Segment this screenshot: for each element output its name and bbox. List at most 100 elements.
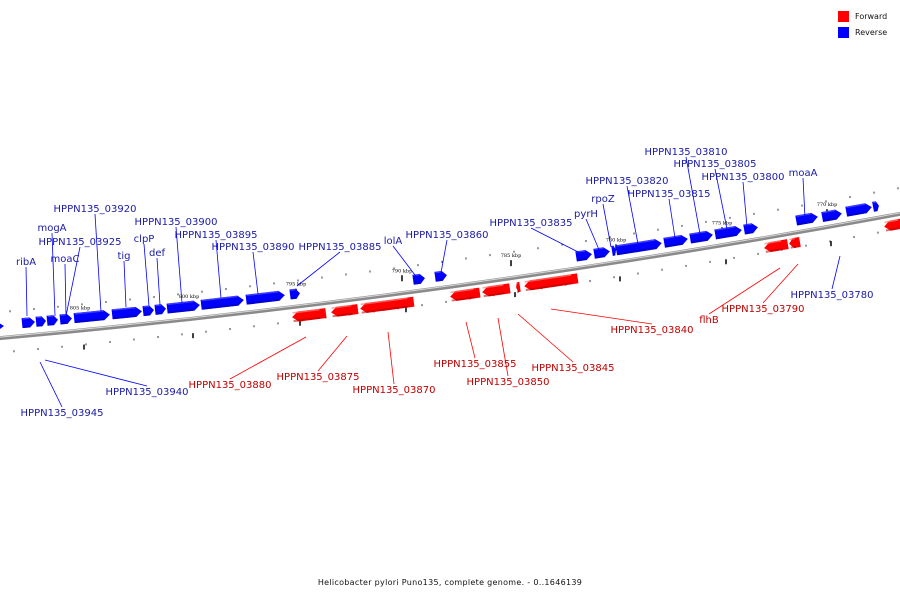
gene-label-moga: mogA [37, 223, 66, 234]
gene-edge-1-gloss [873, 201, 876, 204]
gene-label-hppn135-03945: HPPN135_03945 [21, 408, 104, 419]
gene-label-hppn135-03840: HPPN135_03840 [611, 325, 694, 336]
leader-lola [392, 245, 419, 280]
gene-hppn135-03805-gloss [715, 226, 736, 231]
gene-moaa-shade [797, 220, 813, 226]
gene-hppn135-03840 [524, 273, 579, 292]
leader-hppn135-03880 [229, 336, 307, 380]
gene-hppn135-03815 [663, 234, 688, 248]
leader-hppn135-03790 [762, 263, 799, 304]
gene-hppn135-03820 [615, 239, 662, 256]
gene-hppn135-03810-gloss [690, 230, 707, 235]
tick-label: 795 kbp [286, 282, 307, 288]
leader-def [156, 257, 161, 306]
gene-hppn135-03900-shade [168, 308, 195, 314]
gene-label-hppn135-03805: HPPN135_03805 [674, 159, 757, 170]
gene-hppn135-03835-shade [577, 257, 587, 262]
gene-label-rpoz: rpoZ [591, 194, 615, 205]
gene-hppn135-03925-shade [48, 323, 55, 326]
gene-hppn135-03890-shade [247, 298, 280, 305]
minor-ticks [9, 187, 899, 353]
gene-hppn135-03845-body [516, 281, 521, 293]
leader-hppn135-03925 [65, 246, 81, 317]
label-leader-lines [25, 156, 841, 408]
major-ticks: 805 kbp 800 kbp 795 kbp 790 kbp 785 kbp 780 k… [70, 202, 838, 350]
tick-label: 780 kbp [606, 237, 627, 243]
gene-hppn135-03780 [821, 209, 842, 222]
gene-label-hppn135-03875: HPPN135_03875 [277, 372, 360, 383]
gene-hppn135-03855-gloss [450, 288, 474, 294]
gene-lola [412, 273, 425, 285]
gene-rpoz-shade [613, 253, 616, 256]
gene-riba-body [21, 317, 35, 329]
gene-edge-1-shade [874, 209, 878, 212]
leader-hppn135-03850 [497, 317, 509, 377]
gene-hppn135-03895-shade [202, 303, 239, 310]
gene-hppn135-03790-gloss [789, 237, 795, 241]
leader-hppn135-03845 [517, 313, 574, 363]
gene-hppn135-03870-shade [361, 305, 409, 314]
gene-label-hppn135-03780: HPPN135_03780 [791, 290, 874, 301]
gene-rpoz [611, 245, 616, 256]
leader-hppn135-03860 [439, 239, 448, 279]
gene-moga-shade [37, 324, 43, 327]
gene-clpp-shade [144, 313, 151, 316]
gene-moac-shade [61, 321, 68, 325]
leader-hppn135-03920 [94, 213, 102, 313]
gene-hppn135-03880-shade [293, 316, 321, 323]
gene-hppn135-03855 [450, 287, 481, 302]
leader-hppn135-03945 [39, 361, 63, 408]
gene-edge-0-gloss [846, 203, 866, 209]
gene-label-def: def [149, 248, 166, 259]
gene-label-hppn135-03850: HPPN135_03850 [467, 377, 550, 388]
leader-moac [64, 263, 67, 317]
gene-hppn135-03855-shade [451, 296, 475, 302]
gene-edge-2-gloss [884, 219, 899, 224]
gene-hppn135-03845-shade [517, 290, 520, 293]
gene-hppn135-03815-shade [665, 242, 683, 248]
genome-backbone-highlight [0, 212, 900, 338]
gene-label-hppn135-03895: HPPN135_03895 [175, 230, 258, 241]
gene-hppn135-03840-gloss [524, 274, 572, 283]
gene-hppn135-03845 [516, 281, 521, 293]
gene-label-lola: lolA [384, 236, 403, 247]
legend-reverse: Reverse [838, 25, 887, 40]
gene-hppn135-03790 [789, 237, 801, 249]
gene-hppn135-03870-gloss [360, 297, 408, 306]
gene-flhb [764, 239, 789, 253]
gene-moga-body [35, 316, 46, 327]
leader-hppn135-03900 [175, 226, 183, 304]
gene-label-hppn135-03800: HPPN135_03800 [702, 172, 785, 183]
gene-edge-0 [845, 203, 872, 217]
gene-label-riba: ribA [16, 257, 36, 268]
gene-hppn135-03790-shade [790, 245, 797, 249]
leader-hppn135-03940 [44, 359, 148, 387]
gene-pyrh [593, 247, 610, 259]
legend-reverse-label: Reverse [855, 28, 888, 37]
leader-hppn135-03870 [387, 331, 395, 385]
gene-label-hppn135-03940: HPPN135_03940 [106, 387, 189, 398]
tick-label: 770 kbp [817, 202, 838, 208]
gene-hppn135-03780-shade [823, 217, 837, 222]
gene-labels: ribA mogA HPPN135_03925 moaC HPPN135_03920ti… [16, 147, 874, 419]
leader-moga [51, 232, 56, 317]
gene-edge-2-shade [885, 227, 900, 232]
gene-flhb-gloss [764, 240, 782, 245]
map-caption: Helicobacter pylori Puno135, complete ge… [317, 578, 583, 587]
leader-hppn135-03780 [831, 255, 841, 290]
tick-label: 805 kbp [70, 306, 91, 312]
leader-hppn135-03890 [252, 251, 259, 295]
gene-hppn135-03920-shade [75, 318, 105, 324]
reverse-gene-edge [0, 323, 4, 329]
gene-hppn135-03820-shade [617, 247, 657, 256]
gene-label-hppn135-03900: HPPN135_03900 [135, 217, 218, 228]
gene-label-flhb: flhB [699, 315, 719, 326]
gene-clpp [142, 305, 154, 317]
gene-hppn135-03870 [360, 296, 415, 314]
gene-hppn135-03925 [46, 315, 58, 326]
gene-label-hppn135-03890: HPPN135_03890 [212, 242, 295, 253]
gene-label-hppn135-03880: HPPN135_03880 [189, 380, 272, 391]
legend-forward: Forward [838, 9, 887, 24]
gene-hppn135-03810-shade [691, 238, 708, 244]
